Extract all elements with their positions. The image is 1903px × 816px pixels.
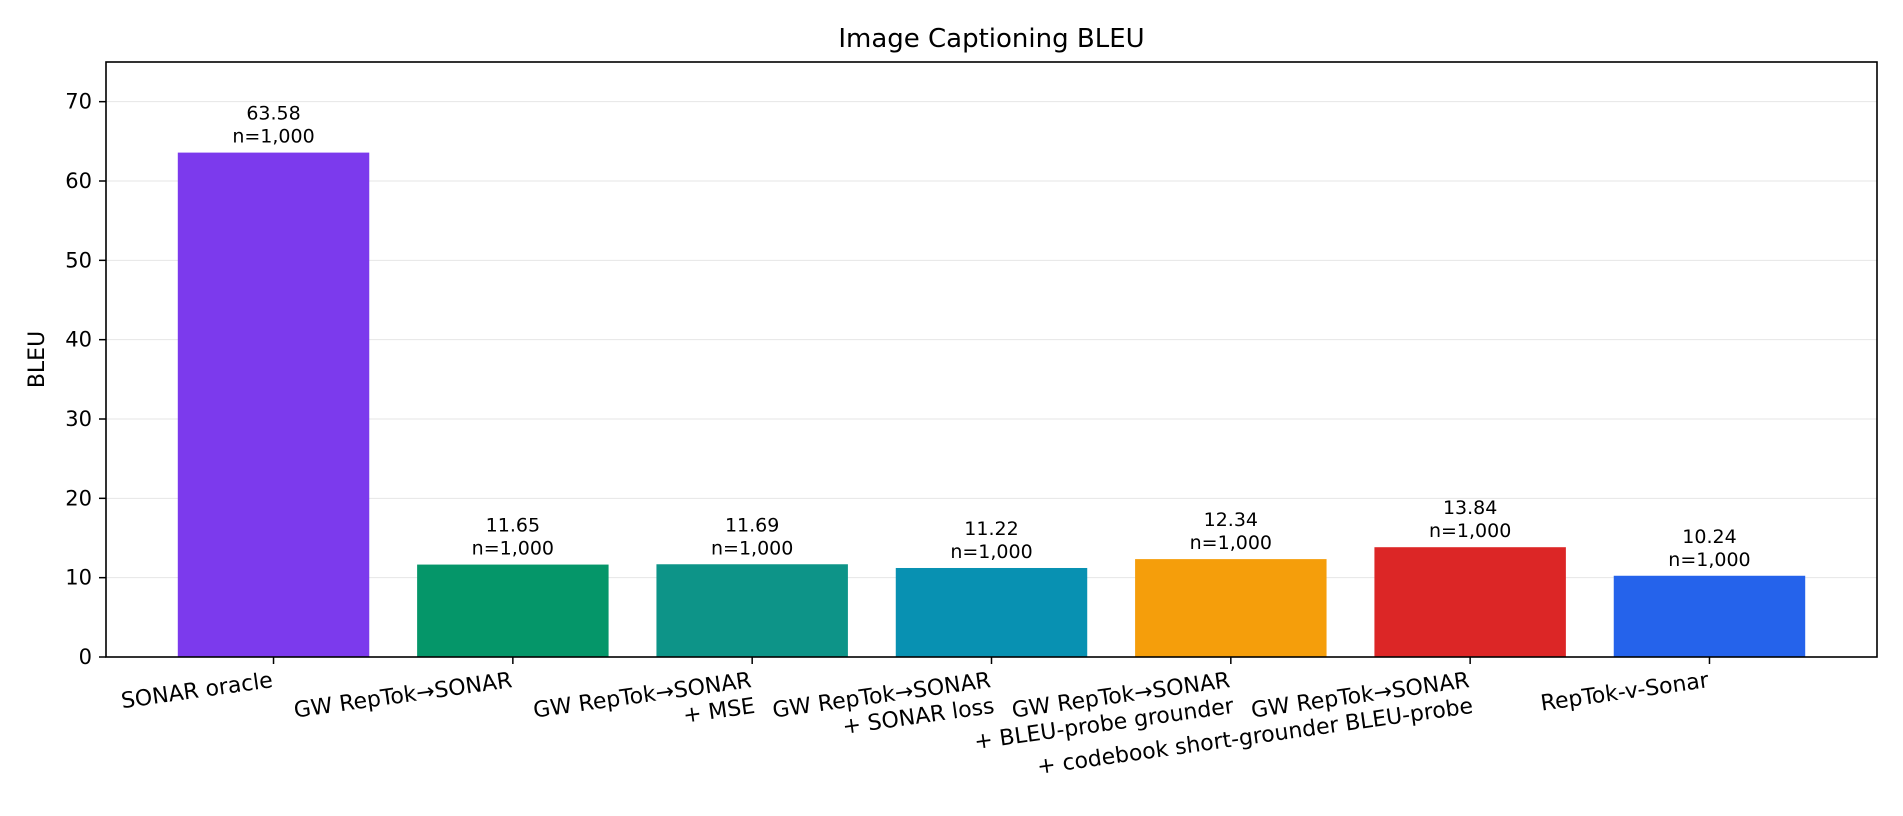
data-labels: 63.58n=1,00011.65n=1,00011.69n=1,00011.2… — [232, 103, 1750, 571]
x-tick-label: SONAR oracle — [120, 668, 275, 714]
x-category-label: GW RepTok→SONAR+ SONAR loss — [771, 668, 996, 740]
y-tick-label: 60 — [65, 169, 92, 193]
x-category-label: SONAR oracle — [120, 668, 275, 714]
bar-value-label: 13.84 — [1443, 497, 1497, 519]
bar-value-label: 12.34 — [1204, 509, 1258, 531]
bar — [177, 152, 370, 657]
y-tick-label: 0 — [79, 645, 92, 669]
chart-title: Image Captioning BLEU — [838, 24, 1144, 54]
bar-count-label: n=1,000 — [232, 126, 314, 148]
y-tick-label: 70 — [65, 90, 92, 114]
y-tick-label: 40 — [65, 328, 92, 352]
bar-value-label: 63.58 — [246, 103, 300, 125]
bar-value-label: 11.22 — [964, 518, 1018, 540]
bar-value-label: 10.24 — [1682, 526, 1736, 548]
bar-count-label: n=1,000 — [1668, 549, 1750, 571]
y-axis-label: BLEU — [25, 331, 50, 388]
bar — [417, 564, 609, 657]
gridlines — [106, 101, 1877, 579]
y-tick-label: 10 — [65, 566, 92, 590]
bar-value-label: 11.69 — [725, 514, 779, 536]
bar-count-label: n=1,000 — [1190, 532, 1272, 554]
y-tick-label: 30 — [65, 407, 92, 431]
bar-value-label: 11.65 — [486, 515, 540, 537]
bar — [895, 567, 1088, 657]
bar-count-label: n=1,000 — [950, 541, 1032, 563]
bars — [177, 152, 1806, 657]
plot-frame — [105, 61, 1878, 658]
y-axis: 0 10 20 30 40 50 60 70 — [65, 90, 106, 669]
x-category-label: GW RepTok→SONAR+ MSE — [532, 668, 757, 729]
y-tick-label: 20 — [65, 486, 92, 510]
x-tick-label: GW RepTok→SONAR — [292, 668, 513, 723]
bar-count-label: n=1,000 — [1429, 520, 1511, 542]
bar — [1613, 575, 1806, 657]
x-tick-label: RepTok-v-Sonar — [1539, 668, 1711, 716]
x-category-label: GW RepTok→SONAR — [292, 668, 513, 723]
bar-count-label: n=1,000 — [472, 538, 554, 560]
x-axis: SONAR oracle GW RepTok→SONAR GW RepTok→SON… — [120, 657, 1711, 780]
bar-count-label: n=1,000 — [711, 537, 793, 559]
y-tick-label: 50 — [65, 248, 92, 272]
x-category-label: RepTok-v-Sonar — [1539, 668, 1711, 716]
bar — [656, 564, 848, 657]
bar — [1374, 547, 1566, 657]
bar — [1135, 559, 1327, 657]
